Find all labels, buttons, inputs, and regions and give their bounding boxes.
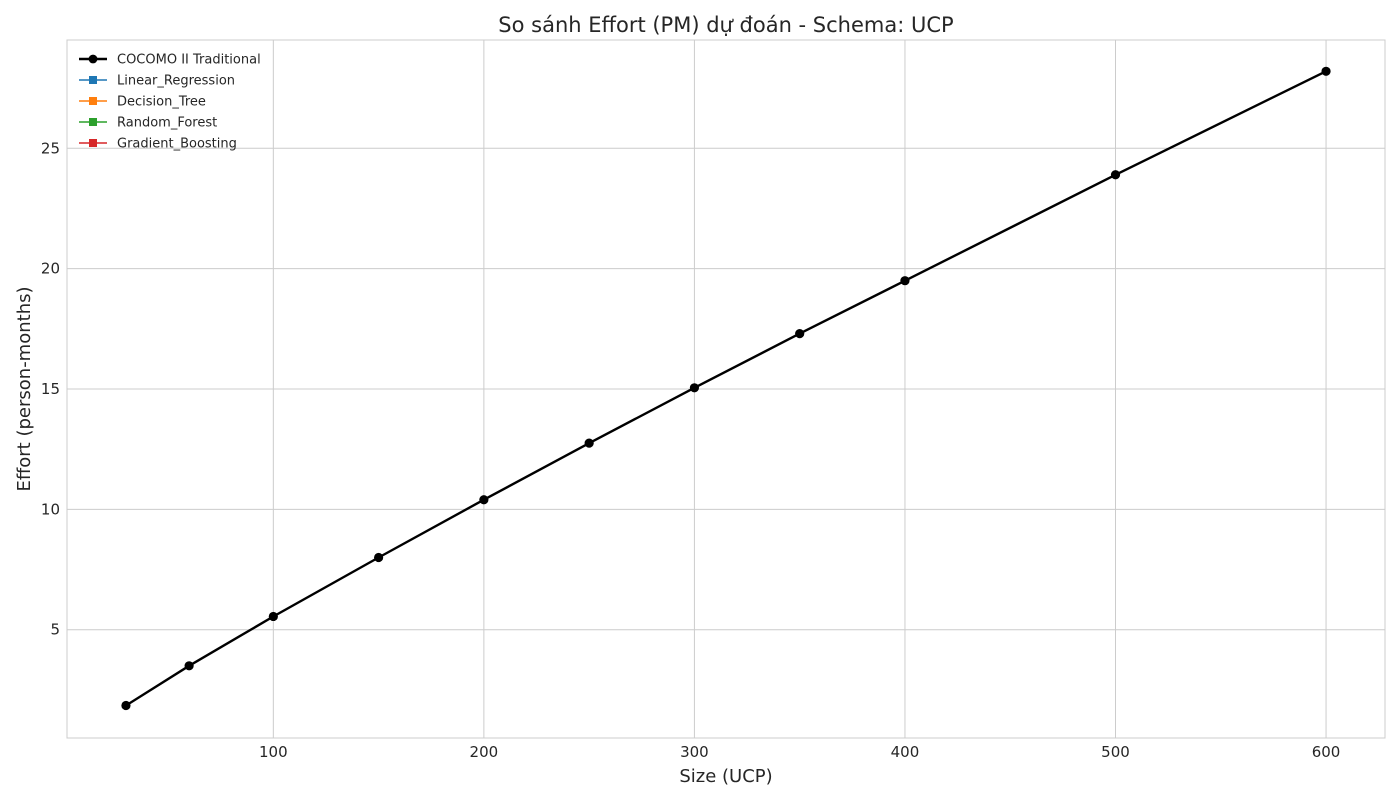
x-tick-label: 600 bbox=[1312, 743, 1341, 761]
legend-label: Linear_Regression bbox=[117, 74, 235, 89]
axis-ticks: 100 200 300 400 500 600 5 10 15 20 25 bbox=[41, 139, 1340, 761]
data-point bbox=[1110, 170, 1121, 180]
legend-label: Decision_Tree bbox=[117, 95, 206, 110]
x-tick-label: 200 bbox=[470, 743, 499, 761]
data-point bbox=[1321, 66, 1331, 76]
y-tick-label: 10 bbox=[41, 500, 60, 518]
legend-item: COCOMO II Traditional bbox=[79, 53, 261, 68]
x-tick-label: 500 bbox=[1101, 743, 1130, 761]
y-tick-label: 25 bbox=[41, 139, 60, 157]
data-point bbox=[900, 276, 910, 286]
y-tick-label: 20 bbox=[41, 260, 60, 278]
legend: COCOMO II Traditional Linear_Regression De… bbox=[79, 53, 261, 152]
x-tick-label: 300 bbox=[680, 743, 709, 761]
series-line-0 bbox=[125, 70, 1327, 707]
x-tick-label: 400 bbox=[891, 743, 920, 761]
chart-title: So sánh Effort (PM) dự đoán - Schema: UC… bbox=[498, 13, 953, 37]
data-point bbox=[795, 329, 805, 339]
legend-item: Decision_Tree bbox=[79, 95, 206, 110]
data-series bbox=[121, 66, 1331, 711]
data-point bbox=[689, 383, 700, 393]
y-axis-label: Effort (person-months) bbox=[14, 286, 35, 491]
legend-item: Random_Forest bbox=[79, 116, 217, 131]
legend-label: Random_Forest bbox=[117, 116, 217, 131]
plot-area-frame bbox=[66, 39, 1386, 739]
legend-marker bbox=[89, 118, 97, 126]
x-axis-label: Size (UCP) bbox=[679, 766, 772, 787]
legend-marker bbox=[89, 76, 97, 84]
data-point bbox=[479, 495, 489, 505]
legend-marker bbox=[89, 139, 97, 147]
legend-marker bbox=[89, 97, 97, 105]
x-tick-label: 100 bbox=[259, 743, 288, 761]
legend-label: Gradient_Boosting bbox=[117, 137, 237, 152]
legend-label: COCOMO II Traditional bbox=[117, 53, 261, 68]
data-point bbox=[374, 552, 384, 563]
legend-marker bbox=[88, 54, 98, 64]
data-point bbox=[268, 611, 278, 622]
legend-item: Linear_Regression bbox=[79, 74, 235, 89]
data-point bbox=[121, 700, 131, 711]
data-point bbox=[184, 661, 194, 671]
y-tick-label: 5 bbox=[50, 621, 60, 639]
grid-lines bbox=[67, 40, 1385, 738]
data-point bbox=[584, 438, 594, 448]
legend-item: Gradient_Boosting bbox=[79, 137, 237, 152]
y-tick-label: 15 bbox=[41, 380, 60, 398]
